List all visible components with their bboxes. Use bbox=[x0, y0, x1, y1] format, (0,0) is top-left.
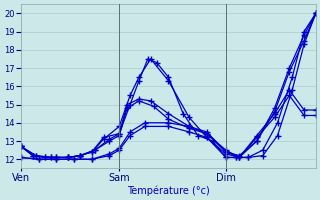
X-axis label: Température (°c): Température (°c) bbox=[127, 185, 210, 196]
